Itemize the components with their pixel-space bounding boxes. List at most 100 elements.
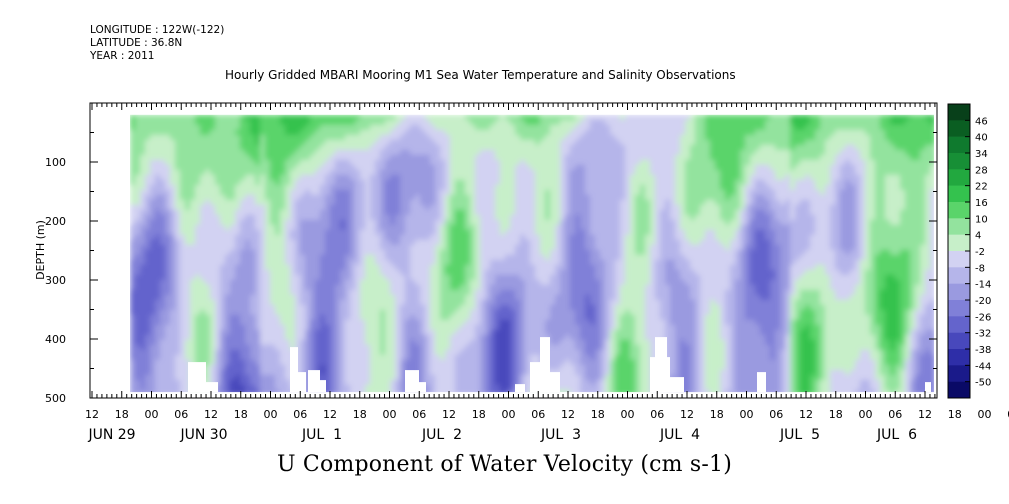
heatmap-cell: [475, 279, 481, 286]
heatmap-cell: [345, 144, 351, 151]
heatmap-cell: [395, 134, 401, 141]
heatmap-cell: [465, 214, 471, 221]
heatmap-cell: [305, 199, 311, 206]
heatmap-cell: [390, 229, 396, 236]
heatmap-cell: [320, 209, 326, 216]
heatmap-cell: [380, 244, 386, 251]
heatmap-cell: [315, 249, 321, 256]
heatmap-cell: [420, 254, 426, 261]
heatmap-cell: [380, 284, 386, 291]
heatmap-cell: [360, 179, 366, 186]
heatmap-cell: [300, 224, 306, 231]
heatmap-cell: [565, 144, 571, 151]
heatmap-cell: [250, 364, 256, 371]
heatmap-cell: [255, 194, 261, 201]
heatmap-cell: [560, 204, 566, 211]
heatmap-cell: [450, 214, 456, 221]
heatmap-cell: [535, 269, 541, 276]
heatmap-cell: [180, 259, 186, 266]
heatmap-cell: [290, 144, 296, 151]
heatmap-cell: [470, 164, 476, 171]
heatmap-cell: [515, 219, 521, 226]
heatmap-cell: [380, 324, 386, 331]
heatmap-cell: [485, 309, 491, 316]
heatmap-cell: [420, 179, 426, 186]
heatmap-cell: [310, 334, 316, 341]
heatmap-cell: [270, 114, 276, 121]
heatmap-cell: [175, 289, 181, 296]
heatmap-cell: [230, 259, 236, 266]
heatmap-cell: [230, 299, 236, 306]
heatmap-cell: [250, 284, 256, 291]
heatmap-cell: [490, 164, 496, 171]
heatmap-cell: [360, 214, 366, 221]
heatmap-cell: [410, 299, 416, 306]
heatmap-cell: [315, 244, 321, 251]
heatmap-cell: [455, 299, 461, 306]
heatmap-cell: [260, 294, 266, 301]
heatmap-cell: [415, 274, 421, 281]
heatmap-cell: [215, 294, 221, 301]
heatmap-cell: [495, 329, 501, 336]
heatmap-cell: [405, 334, 411, 341]
heatmap-cell: [320, 194, 326, 201]
heatmap-cell: [450, 154, 456, 161]
heatmap-cell: [545, 274, 551, 281]
heatmap-cell: [400, 184, 406, 191]
heatmap-cell: [560, 224, 566, 231]
heatmap-cell: [540, 174, 546, 181]
heatmap-cell: [465, 209, 471, 216]
heatmap-cell: [400, 339, 406, 346]
heatmap-cell: [480, 139, 486, 146]
heatmap-cell: [355, 304, 361, 311]
heatmap-cell: [395, 249, 401, 256]
heatmap-cell: [130, 354, 136, 361]
heatmap-cell: [215, 314, 221, 321]
heatmap-cell: [435, 384, 441, 391]
heatmap-cell: [420, 279, 426, 286]
heatmap-cell: [275, 249, 281, 256]
heatmap-cell: [130, 154, 136, 161]
heatmap-cell: [335, 269, 341, 276]
heatmap-cell: [355, 299, 361, 306]
heatmap-cell: [155, 234, 161, 241]
heatmap-cell: [315, 184, 321, 191]
heatmap-cell: [390, 144, 396, 151]
heatmap-cell: [420, 334, 426, 341]
heatmap-cell: [450, 184, 456, 191]
heatmap-cell: [265, 374, 271, 381]
heatmap-cell: [140, 169, 146, 176]
heatmap-cell: [540, 154, 546, 161]
heatmap-cell: [515, 154, 521, 161]
heatmap-cell: [240, 139, 246, 146]
heatmap-cell: [445, 374, 451, 381]
heatmap-cell: [260, 249, 266, 256]
heatmap-cell: [400, 209, 406, 216]
heatmap-cell: [190, 354, 196, 361]
heatmap-cell: [455, 219, 461, 226]
heatmap-cell: [180, 219, 186, 226]
heatmap-cell: [250, 294, 256, 301]
heatmap-cell: [370, 129, 376, 136]
heatmap-cell: [425, 169, 431, 176]
heatmap-cell: [455, 204, 461, 211]
heatmap-cell: [295, 324, 301, 331]
heatmap-cell: [360, 114, 366, 121]
heatmap-cell: [555, 234, 561, 241]
heatmap-cell: [150, 184, 156, 191]
heatmap-cell: [140, 124, 146, 131]
heatmap-cell: [410, 344, 416, 351]
heatmap-cell: [365, 184, 371, 191]
heatmap-cell: [535, 264, 541, 271]
heatmap-cell: [405, 234, 411, 241]
heatmap-cell: [380, 209, 386, 216]
heatmap-cell: [270, 149, 276, 156]
heatmap-cell: [540, 284, 546, 291]
heatmap-cell: [450, 209, 456, 216]
heatmap-cell: [405, 149, 411, 156]
heatmap-cell: [505, 149, 511, 156]
heatmap-cell: [310, 209, 316, 216]
heatmap-cell: [155, 154, 161, 161]
heatmap-cell: [330, 229, 336, 236]
heatmap-cell: [565, 199, 571, 206]
